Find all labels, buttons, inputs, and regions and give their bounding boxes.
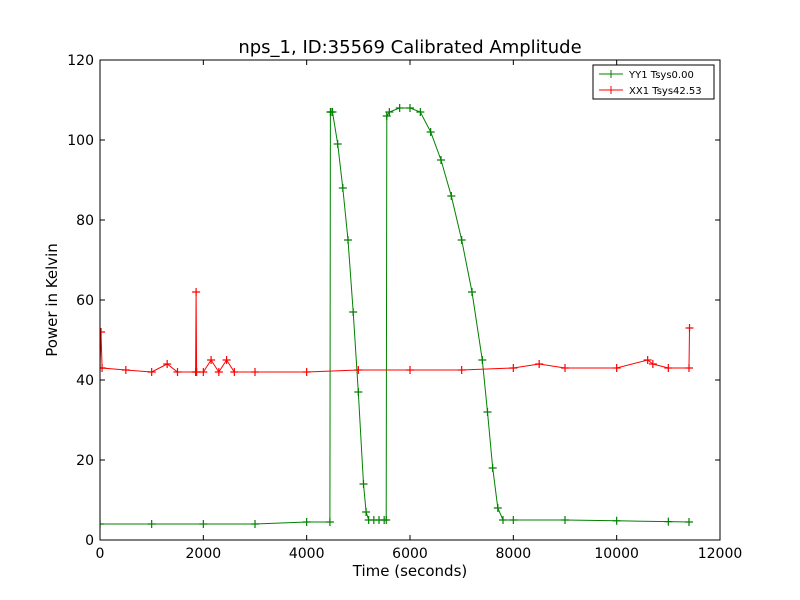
data-point — [100, 364, 107, 372]
x-tick-label: 6000 — [392, 546, 428, 562]
data-point — [685, 364, 693, 372]
data-point — [359, 480, 368, 488]
y-tick-label: 20 — [76, 453, 94, 469]
series-1 — [100, 288, 694, 376]
data-point — [199, 368, 208, 376]
y-tick-label: 40 — [76, 373, 94, 389]
data-point — [643, 356, 652, 364]
data-point — [416, 108, 425, 116]
x-axis: 0 2000 4000 6000 8000 10000 12000 — [96, 60, 743, 562]
data-point — [251, 520, 259, 528]
data-point — [230, 368, 239, 376]
y-tick-label: 100 — [67, 133, 94, 149]
data-point — [207, 356, 216, 364]
y-tick-label: 0 — [85, 533, 94, 549]
data-point — [468, 288, 476, 296]
y-tick-label: 80 — [76, 213, 94, 229]
series-0 — [100, 104, 693, 528]
y-axis-label: Power in Kelvin — [43, 243, 61, 357]
data-point — [648, 360, 657, 368]
data-point — [395, 104, 404, 112]
data-point — [192, 368, 201, 376]
data-point — [302, 518, 311, 526]
data-point — [362, 508, 371, 516]
x-axis-label: Time (seconds) — [352, 562, 468, 580]
data-point — [664, 517, 673, 526]
x-tick-label: 8000 — [496, 546, 532, 562]
x-tick-label: 2000 — [186, 546, 222, 562]
data-point — [354, 366, 363, 374]
data-point — [100, 520, 104, 528]
y-tick-label: 60 — [76, 293, 94, 309]
data-point — [199, 520, 208, 528]
data-point — [406, 104, 414, 112]
data-point — [509, 364, 518, 372]
data-point — [612, 516, 621, 525]
legend-label-yy1: YY1 Tsys0.00 — [628, 70, 694, 81]
data-point — [333, 140, 342, 148]
legend-label-xx1: XX1 Tsys42.53 — [629, 86, 702, 97]
data-point — [302, 368, 311, 376]
data-point — [163, 360, 172, 368]
data-point — [499, 516, 507, 524]
y-axis: 0 20 40 60 80 100 120 — [67, 53, 720, 549]
data-point — [121, 366, 130, 374]
data-point — [406, 366, 414, 374]
data-point — [100, 328, 106, 336]
y-tick-label: 120 — [67, 53, 94, 69]
data-point — [325, 518, 334, 526]
x-tick-label: 12000 — [698, 546, 743, 562]
data-point — [222, 356, 231, 364]
data-point — [173, 368, 182, 376]
data-point — [251, 368, 259, 376]
series-layer — [100, 104, 694, 528]
data-point — [685, 518, 693, 526]
data-point — [214, 368, 223, 376]
data-point — [385, 108, 394, 116]
chart-title: nps_1, ID:35569 Calibrated Amplitude — [238, 37, 581, 58]
data-point — [664, 364, 673, 372]
data-point — [535, 360, 544, 368]
data-point — [354, 388, 363, 396]
data-point — [349, 308, 358, 316]
data-point — [478, 356, 487, 364]
x-tick-label: 4000 — [289, 546, 325, 562]
data-point — [493, 504, 502, 512]
legend: YY1 Tsys0.00 XX1 Tsys42.53 — [592, 64, 715, 100]
data-point — [612, 364, 621, 372]
data-point — [685, 324, 694, 332]
data-point — [457, 366, 466, 374]
data-point — [509, 516, 518, 524]
data-point — [437, 156, 445, 164]
data-point — [344, 236, 352, 244]
legend-marker-xx1 — [607, 86, 615, 94]
data-point — [192, 288, 201, 296]
data-point — [447, 192, 456, 200]
data-point — [488, 464, 497, 472]
data-point — [457, 236, 466, 244]
x-tick-label: 10000 — [594, 546, 639, 562]
x-tick-label: 0 — [96, 546, 105, 562]
data-point — [561, 364, 569, 372]
data-point — [426, 128, 435, 136]
legend-marker-yy1 — [607, 70, 615, 78]
data-point — [147, 368, 156, 376]
data-point — [561, 516, 569, 524]
data-point — [483, 408, 492, 416]
legend-box — [592, 64, 715, 100]
data-point — [328, 108, 337, 116]
data-point — [338, 184, 347, 192]
data-point — [147, 520, 156, 528]
data-point — [382, 516, 391, 524]
